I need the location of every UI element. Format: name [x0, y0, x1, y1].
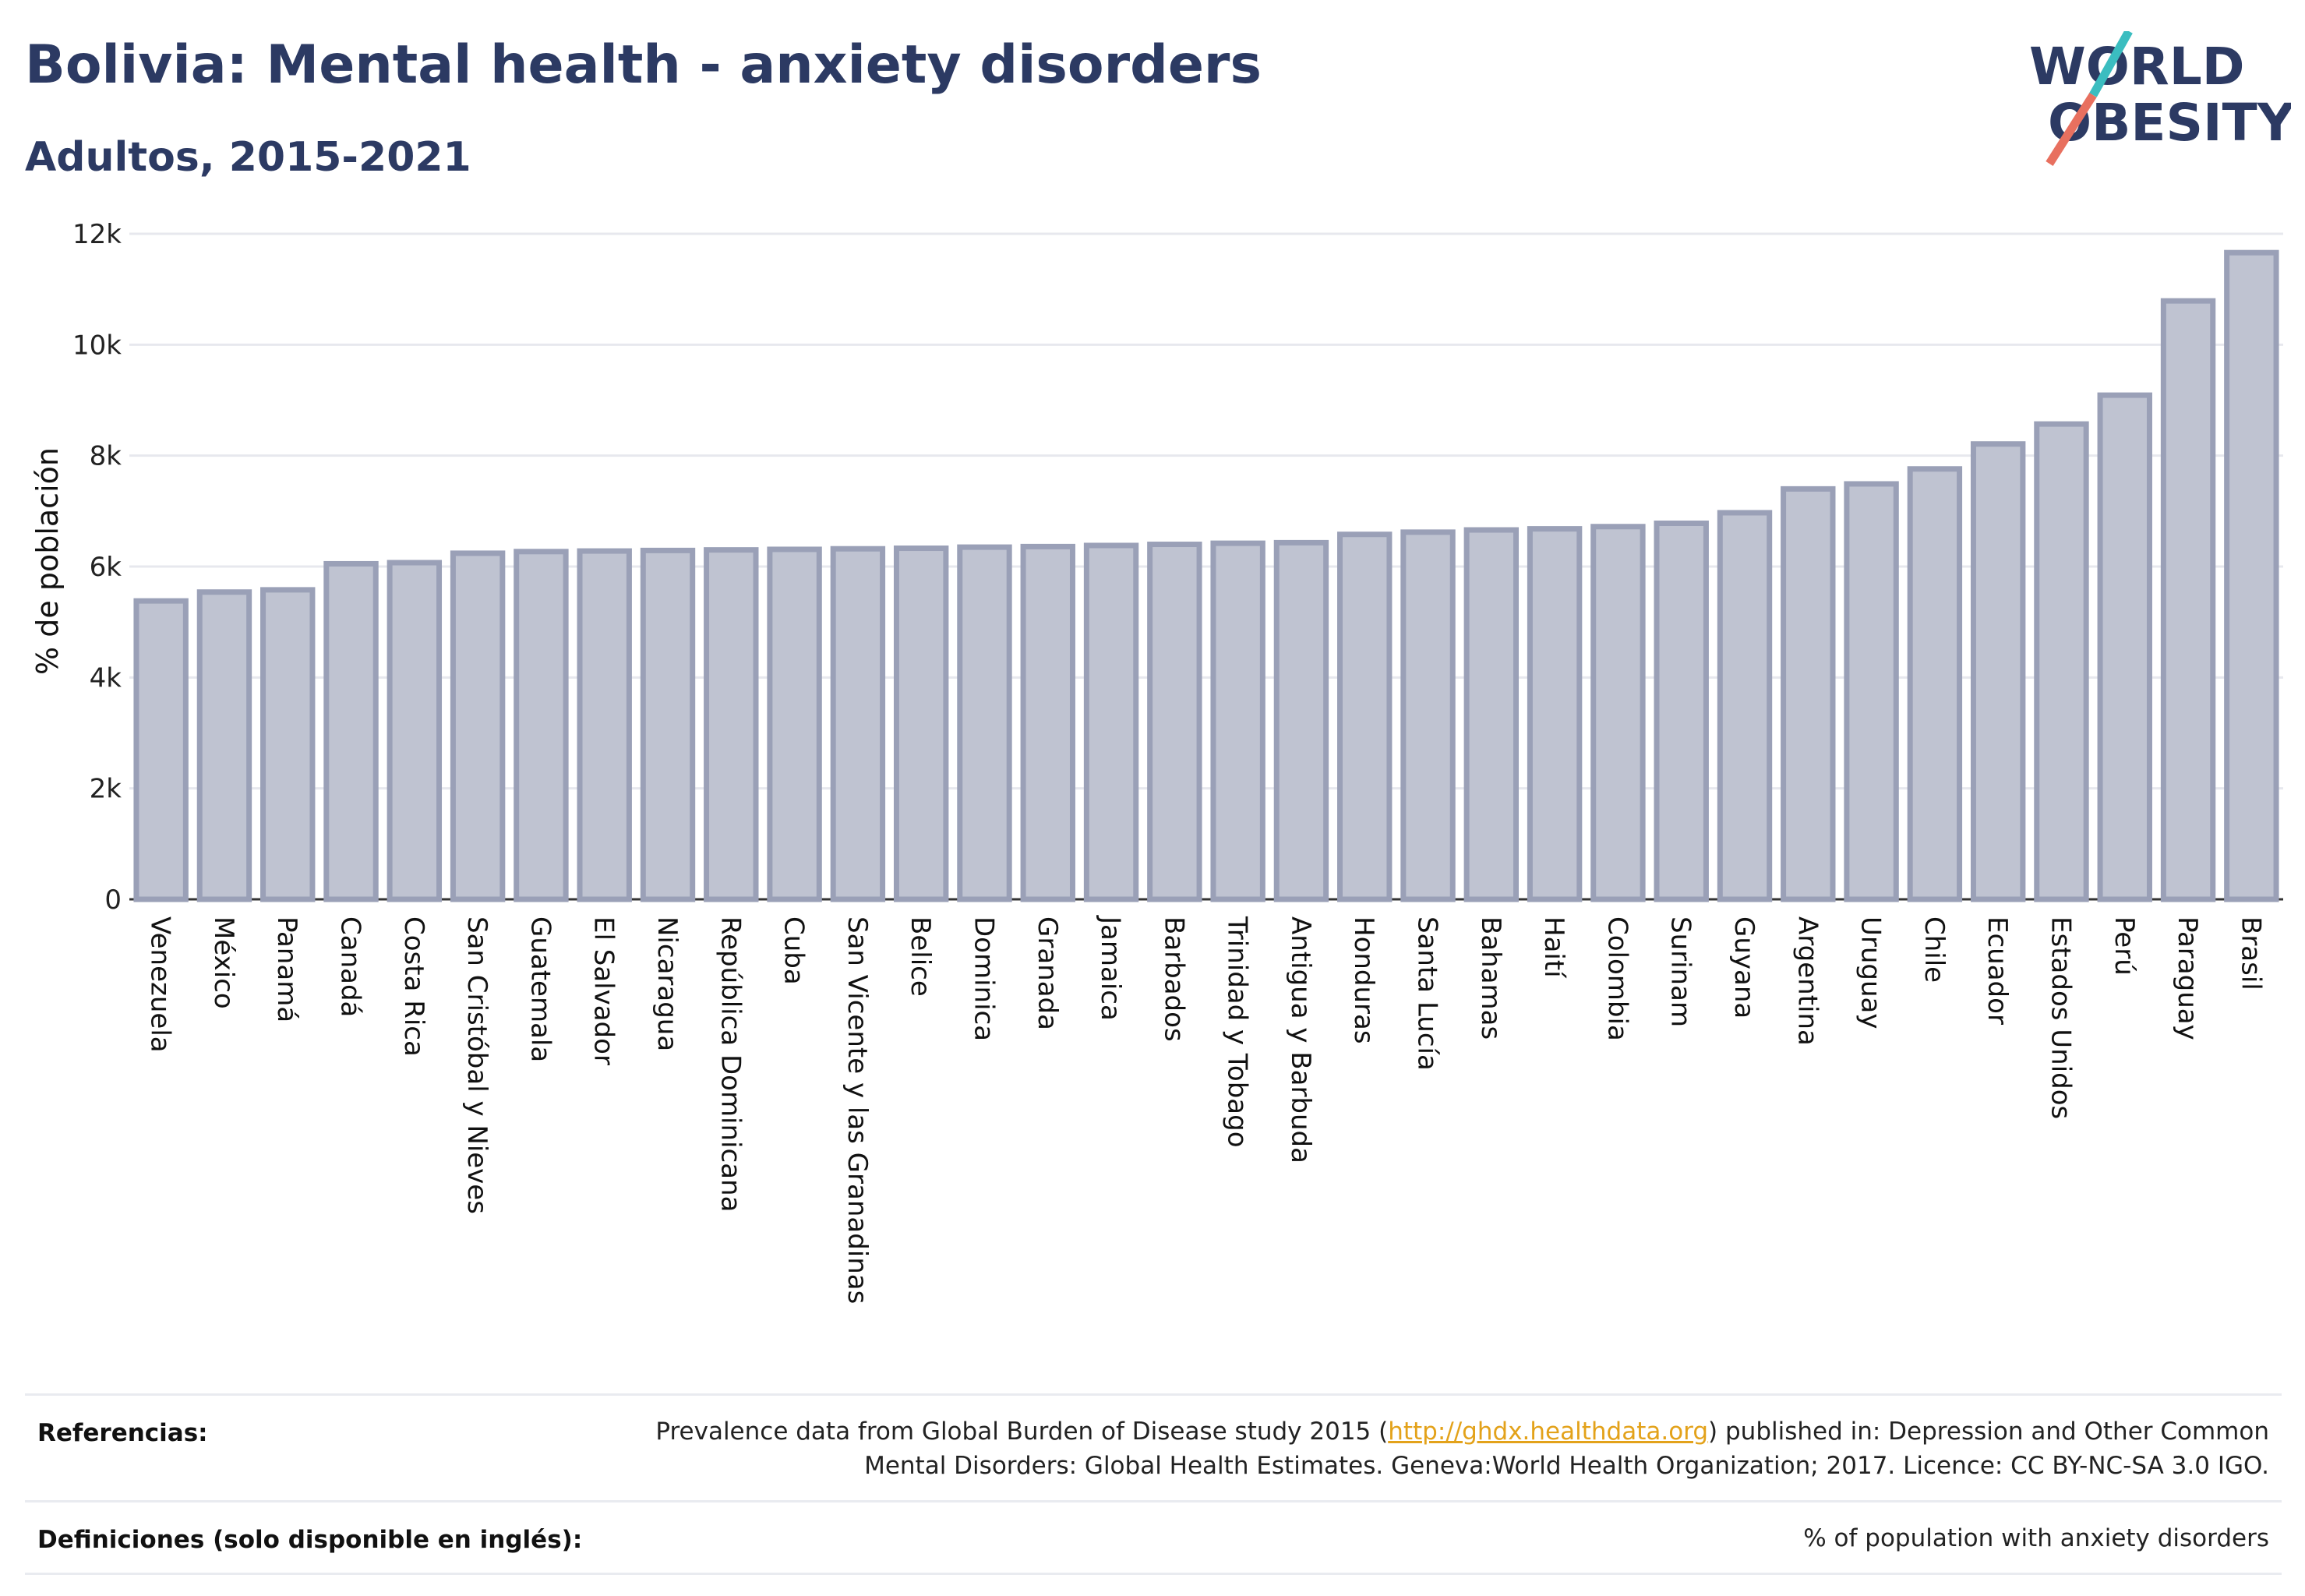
x-tick-label: Colombia [1601, 916, 1633, 1041]
bar-nicaragua [640, 547, 696, 902]
bar-trinidad-y-tobago [1210, 540, 1265, 902]
bar-estados-unidos [2034, 421, 2089, 902]
bar-granada [1020, 543, 1075, 902]
references-label: Referencias: [37, 1419, 208, 1447]
x-tick-label: Canadá [335, 916, 366, 1017]
x-tick-label: Trinidad y Tobago [1222, 916, 1253, 1148]
x-tick-label: Barbados [1158, 916, 1189, 1042]
x-tick-label: Argentina [1791, 916, 1823, 1046]
x-tick-label: Brasil [2235, 916, 2266, 990]
logo-slash-top [2089, 31, 2133, 97]
bar-brasil [2224, 249, 2279, 902]
x-tick-label: Honduras [1348, 916, 1379, 1044]
bar-antigua-y-barbuda [1273, 539, 1329, 902]
bar-san-crist-bal-y-nieves [450, 550, 506, 902]
bar-venezuela [133, 598, 189, 902]
x-tick-label: Panamá [271, 916, 302, 1022]
y-tick-label: 6k [90, 552, 122, 583]
bar-san-vicente-y-las-granadinas [830, 546, 886, 902]
bar-santa-luc-a [1400, 529, 1456, 902]
footer: Referencias: Prevalence data from Global… [25, 1393, 2282, 1575]
bar-chile [1907, 466, 1963, 902]
x-tick-label: Estados Unidos [2045, 916, 2076, 1119]
x-tick-label: Santa Lucía [1412, 916, 1443, 1071]
x-tick-label: San Cristóbal y Nieves [461, 916, 492, 1214]
references-link[interactable]: http://ghdx.healthdata.org [1388, 1418, 1709, 1446]
logo-line1: WORLD [2029, 37, 2245, 97]
x-tick-label: Costa Rica [398, 916, 429, 1057]
bar-costa-rica [387, 560, 443, 902]
bar-panam- [260, 587, 316, 902]
references-row: Referencias: Prevalence data from Global… [25, 1393, 2282, 1500]
x-tick-label: Guyana [1728, 916, 1760, 1019]
bar-jamaica [1083, 542, 1139, 902]
bar-surinam [1654, 520, 1709, 902]
y-tick-label: 0 [104, 885, 122, 916]
logo-slash-bottom [2046, 93, 2097, 166]
x-tick-label: Venezuela [145, 916, 176, 1053]
y-axis-label: % de población [30, 447, 65, 675]
y-tick-label: 12k [72, 219, 122, 250]
chart-subtitle: Adultos, 2015-2021 [25, 134, 471, 181]
x-tick-label: Belice [905, 916, 936, 997]
x-tick-label: Granada [1032, 916, 1063, 1030]
chart-title: Bolivia: Mental health - anxiety disorde… [25, 34, 1262, 96]
bar-ecuador [1970, 441, 2026, 902]
definitions-row: Definiciones (solo disponible en inglés)… [25, 1500, 2282, 1575]
x-tick-label: San Vicente y las Granadinas [842, 916, 873, 1304]
bar-belice [893, 546, 949, 902]
x-tick-label: Cuba [778, 916, 810, 985]
bar-uruguay [1844, 481, 1899, 902]
x-tick-label: México [208, 916, 239, 1009]
bar-colombia [1590, 524, 1646, 902]
x-tick-label: El Salvador [588, 916, 619, 1065]
x-tick-label: República Dominicana [715, 916, 746, 1212]
x-tick-label: Bahamas [1475, 916, 1506, 1040]
bar-chart: 0 2k 4k 6k 8k 10k 12k Venezuela México Panamá Can… [30, 219, 2283, 1304]
bar-per- [2097, 392, 2152, 902]
x-tick-label: Chile [1918, 916, 1950, 983]
bar-argentina [1781, 486, 1836, 902]
bar-paraguay [2160, 298, 2216, 902]
definitions-text: % of population with anxiety disorders [1803, 1524, 2269, 1552]
x-tick-label: Perú [2109, 916, 2140, 976]
bar-canad- [323, 560, 379, 902]
y-tick-label: 4k [90, 662, 122, 694]
bar-m-xico [196, 589, 252, 902]
x-tick-label: Antigua y Barbuda [1285, 916, 1316, 1163]
bar-el-salvador [577, 548, 632, 902]
bars [133, 249, 2279, 902]
bar-hait- [1527, 526, 1583, 902]
x-tick-label: Uruguay [1855, 916, 1887, 1029]
references-text-before: Prevalence data from Global Burden of Di… [655, 1418, 1389, 1446]
y-tick-labels: 0 2k 4k 6k 8k 10k 12k [72, 219, 122, 916]
bar-rep-blica-dominicana [704, 547, 759, 902]
x-tick-label: Ecuador [1982, 916, 2013, 1025]
bar-dominica [957, 544, 1012, 902]
y-tick-label: 2k [90, 774, 122, 805]
x-tick-labels: Venezuela México Panamá Canadá Costa Rica San… [145, 915, 2267, 1304]
bar-guyana [1717, 510, 1773, 902]
world-obesity-logo: WORLD OBESITY [2029, 31, 2291, 166]
references-text-after: ) published in: Depression and Other Com… [864, 1418, 2269, 1480]
x-tick-label: Nicaragua [651, 916, 683, 1051]
x-tick-label: Jamaica [1095, 915, 1126, 1021]
x-tick-label: Haití [1538, 916, 1569, 979]
bar-cuba [767, 546, 822, 902]
x-tick-label: Surinam [1665, 916, 1696, 1027]
references-text: Prevalence data from Global Burden of Di… [586, 1414, 2269, 1483]
x-tick-label: Guatemala [524, 916, 556, 1062]
bar-barbados [1147, 542, 1202, 902]
bar-honduras [1337, 531, 1393, 902]
bar-bahamas [1463, 527, 1520, 902]
x-tick-label: Paraguay [2172, 916, 2203, 1040]
y-tick-label: 8k [90, 441, 122, 472]
definitions-label: Definiciones (solo disponible en inglés)… [37, 1526, 583, 1554]
x-tick-label: Dominica [968, 916, 999, 1041]
y-tick-label: 10k [72, 330, 122, 361]
bar-guatemala [514, 549, 569, 902]
